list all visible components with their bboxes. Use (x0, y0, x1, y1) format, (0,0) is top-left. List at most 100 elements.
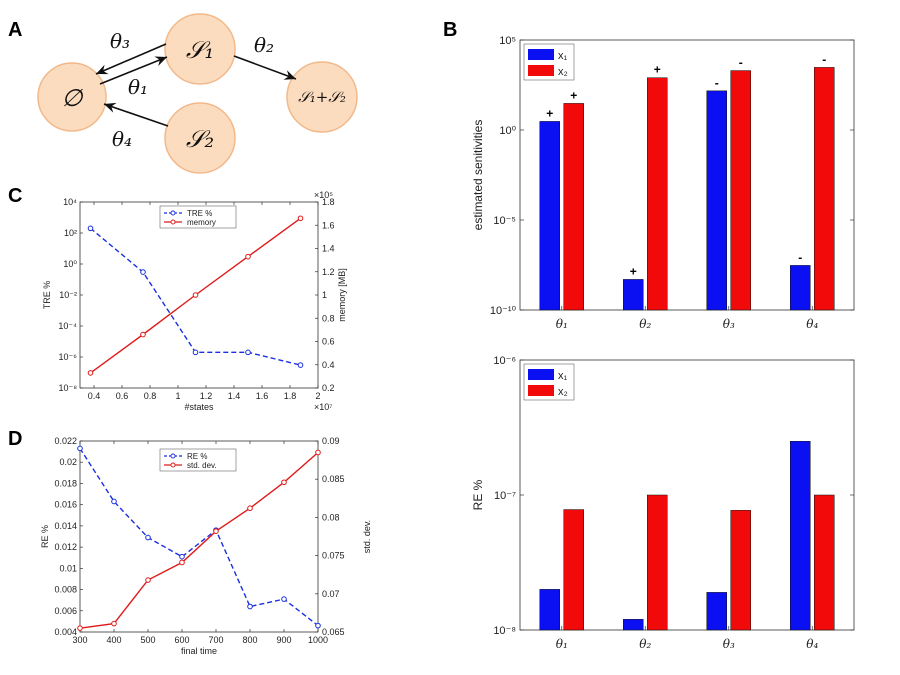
node-s2-label: 𝒮₂ (186, 125, 214, 153)
bar-x1 (706, 592, 727, 631)
bar-x2 (814, 67, 835, 311)
bar-x2 (730, 510, 751, 631)
series-line-1 (79, 448, 319, 627)
data-point (247, 505, 253, 512)
x-tick-label: 0.8 (144, 391, 157, 401)
bar-x1 (790, 441, 811, 631)
y-right-tick-label: 0.4 (322, 360, 335, 370)
y-left-tick-label: 10² (64, 228, 77, 238)
y-right-axis-label: memory [MB] (337, 268, 347, 322)
data-point (192, 349, 199, 356)
panel-label-b: B (443, 19, 457, 41)
y-left-tick-label: 0.012 (54, 542, 77, 552)
node-empty-label: ∅ (62, 84, 84, 112)
x-tick-label: 1.4 (228, 391, 241, 401)
y-left-tick-label: 10⁻² (59, 290, 77, 300)
chart-c: 0.4 0.6 0.8 1 1.2 1.4 1.6 1.8 2#states ×10⁷10⁻⁸10… (42, 190, 347, 412)
y-right-tick-label: 0.065 (322, 627, 345, 637)
y-left-tick-label: 10⁻⁴ (58, 321, 77, 331)
data-point (179, 559, 185, 566)
y-axis-label: RE % (471, 479, 485, 510)
x-tick-label: 700 (208, 635, 223, 645)
chart-b-top: 10⁻¹⁰ 10⁻⁵ 10⁰ 10⁵ estimated senitivities θ₁ +… (471, 35, 855, 331)
y-left-tick-label: 0.004 (54, 627, 77, 637)
x-tick-label: 600 (174, 635, 189, 645)
x-tick-label: θ₁ (556, 637, 568, 651)
bar-sign-label: + (570, 88, 577, 102)
x-tick-label: 1000 (308, 635, 328, 645)
data-point (77, 625, 83, 631)
y-right-tick-label: 0.075 (322, 551, 345, 561)
bar-x1 (539, 121, 560, 311)
y-tick-label: 10⁻⁸ (493, 625, 516, 637)
legend-label: memory (187, 218, 216, 227)
edge-label-theta3: θ₃ (110, 29, 130, 53)
x-tick-label: θ₁ (556, 317, 568, 331)
x-tick-label: 900 (276, 635, 291, 645)
data-point (140, 269, 146, 275)
y-right-tick-label: 0.6 (322, 337, 335, 347)
y-right-tick-label: 0.08 (322, 512, 340, 522)
data-point (281, 596, 287, 602)
y-left-axis-label: RE % (40, 525, 50, 548)
y-left-tick-label: 0.014 (54, 521, 77, 531)
legend-marker (170, 219, 176, 225)
data-point (111, 620, 117, 627)
node-species-2 (164, 102, 236, 174)
legend-marker (170, 210, 176, 216)
y-right-tick-label: 1.6 (322, 220, 335, 230)
x-tick-label: 1 (175, 391, 180, 401)
x-tick-label: θ₂ (639, 317, 651, 331)
x-tick-label: θ₃ (723, 637, 735, 651)
y-left-tick-label: 10⁰ (63, 259, 77, 269)
data-point (145, 577, 151, 583)
x-tick-label: 500 (140, 635, 155, 645)
x-tick-label: 400 (106, 635, 121, 645)
node-s1-label: 𝒮₁ (186, 36, 214, 64)
legend-label: x₂ (558, 386, 568, 398)
bar-x2 (563, 509, 584, 631)
y-tick-label: 10⁵ (499, 35, 516, 47)
bar-x2 (730, 70, 751, 311)
chart-d: 300 400 500 600 700 800 900 1000 final time 0.004… (40, 436, 372, 656)
x-exponent: ×10⁷ (314, 402, 333, 412)
data-point (281, 479, 287, 486)
data-point (247, 603, 253, 610)
data-point (140, 331, 146, 338)
x-tick-label: 300 (72, 635, 87, 645)
y-right-tick-label: 1.2 (322, 267, 335, 277)
legend-swatch (528, 49, 554, 60)
edge-label-theta1: θ₁ (128, 75, 148, 99)
y-axis-label: estimated senitivities (471, 120, 485, 231)
y-right-tick-label: 1.8 (322, 197, 335, 207)
edge-arrow-theta2 (233, 55, 297, 80)
legend-swatch (528, 385, 554, 396)
y-left-tick-label: 0.016 (54, 500, 77, 510)
bar-x1 (623, 279, 644, 311)
data-point (315, 449, 321, 456)
legend-label: x₁ (558, 370, 568, 382)
y-right-axis-label: std. dev. (362, 520, 372, 553)
data-point (192, 292, 199, 298)
y-left-tick-label: 0.006 (54, 606, 77, 616)
data-point (87, 370, 94, 376)
legend-label: x₂ (558, 66, 568, 78)
node-empty-set (37, 62, 107, 132)
x-tick-label: θ₄ (806, 317, 818, 331)
x-tick-label: θ₃ (723, 317, 735, 331)
panel-label-c: C (8, 185, 22, 207)
node-s1s2-label: 𝒮₁+𝒮₂ (298, 88, 346, 106)
legend-label: TRE % (187, 209, 212, 218)
data-point (245, 349, 251, 356)
x-axis-label: #states (184, 402, 214, 412)
data-point (213, 528, 219, 534)
plot-frame (79, 440, 319, 633)
legend-label: RE % (187, 452, 207, 461)
x-tick-label: 800 (242, 635, 257, 645)
bar-x1 (623, 619, 644, 631)
edge-label-theta4: θ₄ (112, 127, 132, 151)
data-point (297, 215, 304, 222)
legend-label: x₁ (558, 50, 568, 62)
panel-label-d: D (8, 428, 22, 450)
